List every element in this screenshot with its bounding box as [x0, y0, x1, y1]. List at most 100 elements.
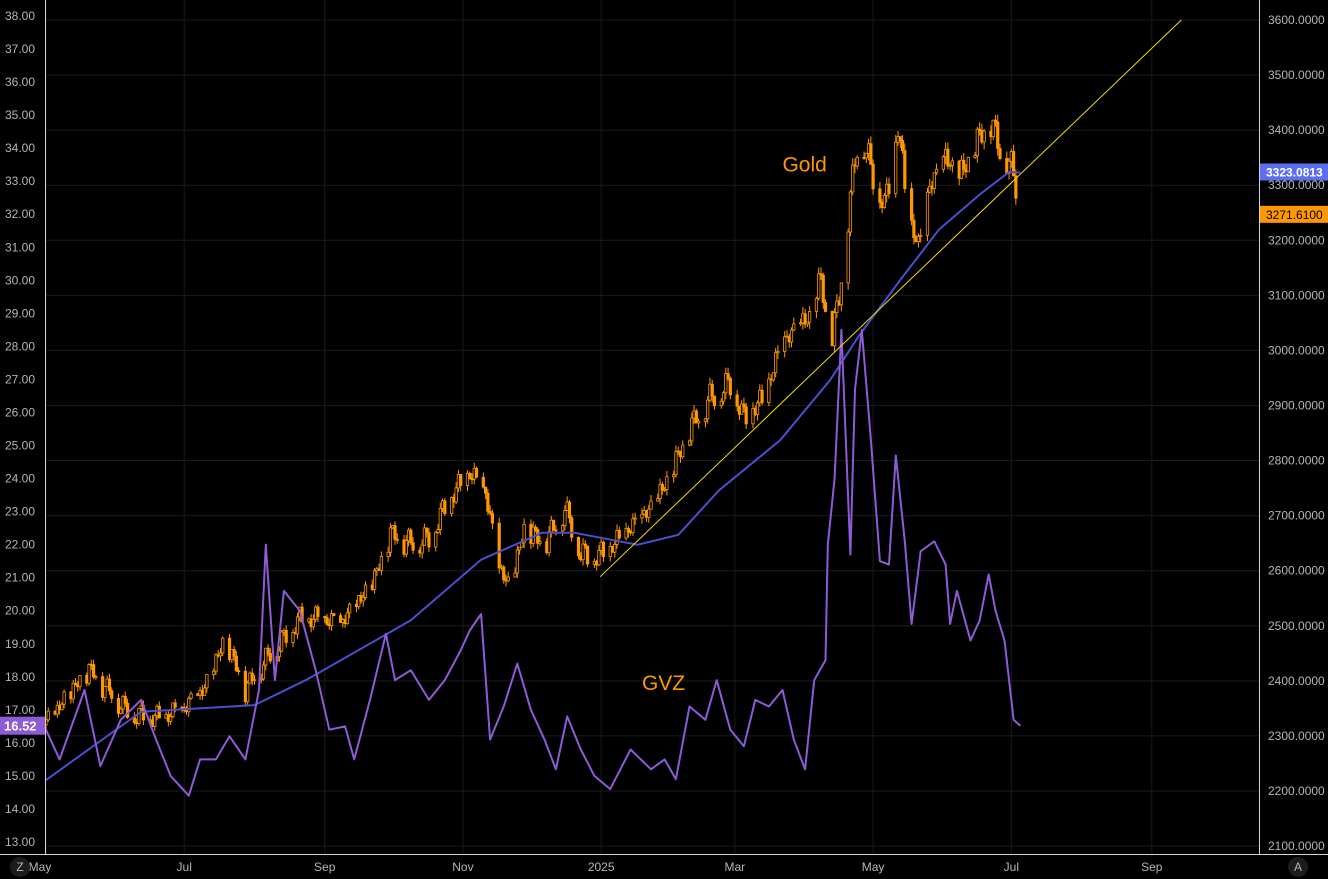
- candle-body: [427, 532, 431, 548]
- candle-body: [137, 708, 141, 724]
- candle-body: [60, 703, 64, 711]
- left-tick-label: 32.00: [5, 207, 35, 221]
- auto-scale-left-button[interactable]: Z: [10, 857, 30, 877]
- right-tick-label: 3000.0000: [1268, 343, 1325, 357]
- right-tick-label: 2300.0000: [1268, 729, 1325, 743]
- candle-body: [536, 529, 540, 544]
- time-tick-label: Sep: [1141, 860, 1163, 874]
- right-tick-label: 2400.0000: [1268, 674, 1325, 688]
- price-badge-text: 3323.0813: [1266, 165, 1323, 179]
- candle-body: [465, 472, 470, 486]
- auto-scale-right-button[interactable]: A: [1288, 857, 1308, 877]
- candle-body: [547, 531, 551, 554]
- candle-body: [719, 400, 723, 407]
- right-tick-label: 3400.0000: [1268, 123, 1325, 137]
- candle-body: [977, 128, 982, 131]
- candle-body: [928, 185, 932, 193]
- candle-body: [660, 483, 664, 491]
- left-tick-label: 30.00: [5, 273, 35, 287]
- candle-body: [404, 540, 408, 555]
- candle-body: [894, 141, 898, 194]
- candle-body: [871, 163, 875, 190]
- candle-body: [798, 322, 803, 325]
- candle-body: [189, 693, 193, 699]
- time-axis-bg: [0, 854, 1328, 879]
- right-tick-label: 3600.0000: [1268, 13, 1325, 27]
- gold-annotation: Gold: [782, 153, 826, 176]
- candle-body: [551, 519, 556, 531]
- candle-body: [468, 472, 472, 480]
- candle-body: [157, 705, 161, 719]
- candle-body: [803, 313, 807, 325]
- candle-body: [246, 682, 250, 703]
- candle-body: [232, 649, 236, 657]
- left-price-axis[interactable]: 13.00 14.00 15.00 16.00 17.00 18.00 19.00 20.00…: [5, 9, 35, 849]
- candle-body: [388, 527, 393, 553]
- z-label: Z: [16, 860, 23, 874]
- candle-body: [325, 617, 329, 625]
- candle-body: [631, 518, 635, 533]
- candle-body: [663, 489, 667, 491]
- candle-body: [332, 613, 336, 617]
- candle-body: [268, 653, 272, 662]
- left-tick-label: 29.00: [5, 306, 35, 320]
- candle-body: [658, 483, 662, 500]
- candle-body: [878, 188, 882, 203]
- price-badge: [1260, 163, 1328, 181]
- gold-moving-average-line: [45, 171, 1021, 781]
- candle-body: [948, 164, 952, 167]
- left-tick-label: 18.00: [5, 670, 35, 684]
- candle-body: [434, 532, 438, 548]
- price-badge: [1260, 205, 1328, 223]
- candle-body: [266, 647, 270, 654]
- annotations: Gold GVZ: [642, 153, 827, 695]
- candle-body: [454, 487, 458, 503]
- candle-body: [436, 529, 440, 533]
- left-tick-label: 34.00: [5, 141, 35, 155]
- candle-body: [533, 526, 538, 531]
- candle-body: [280, 631, 284, 652]
- candle-body: [703, 418, 708, 422]
- candle-body: [506, 576, 510, 582]
- candle-body: [411, 542, 415, 551]
- candle-body: [123, 696, 127, 704]
- candle-body: [46, 710, 50, 721]
- left-tick-label: 15.00: [5, 769, 35, 783]
- candle-body: [710, 383, 714, 397]
- candle-body: [116, 697, 121, 714]
- right-tick-label: 3500.0000: [1268, 68, 1325, 82]
- candle-body: [973, 155, 977, 158]
- candle-body: [94, 676, 98, 679]
- candle-body: [520, 542, 524, 548]
- left-tick-label: 21.00: [5, 571, 35, 585]
- candle-body: [681, 444, 685, 458]
- series-layer: [44, 19, 1182, 797]
- candle-body: [420, 544, 424, 554]
- candle-body: [821, 274, 825, 303]
- candle-body: [869, 143, 873, 165]
- right-price-axis[interactable]: 2100.0000 2200.0000 2300.0000 2400.0000 2500…: [1268, 13, 1325, 853]
- candle-body: [234, 655, 238, 672]
- candle-body: [898, 136, 902, 141]
- candle-body: [721, 392, 726, 402]
- candle-body: [848, 191, 853, 233]
- candle-body: [329, 613, 334, 627]
- candle-body: [808, 310, 812, 323]
- left-tick-label: 13.00: [5, 835, 35, 849]
- time-axis[interactable]: May Jul Sep Nov 2025 Mar May Jul Sep: [29, 860, 1163, 874]
- candle-body: [697, 420, 701, 424]
- candle-body: [817, 273, 821, 299]
- candle-body: [71, 682, 75, 700]
- candle-body: [934, 168, 939, 174]
- candle-body: [481, 476, 485, 488]
- candle-body: [252, 679, 257, 682]
- candle-body: [203, 687, 207, 696]
- candle-body: [484, 486, 488, 494]
- left-tick-label: 16.00: [5, 736, 35, 750]
- candle-body: [187, 697, 191, 713]
- right-axis-bg: [1260, 0, 1328, 879]
- candle-body: [912, 219, 916, 239]
- left-tick-label: 17.00: [5, 703, 35, 717]
- candle-body: [910, 188, 914, 221]
